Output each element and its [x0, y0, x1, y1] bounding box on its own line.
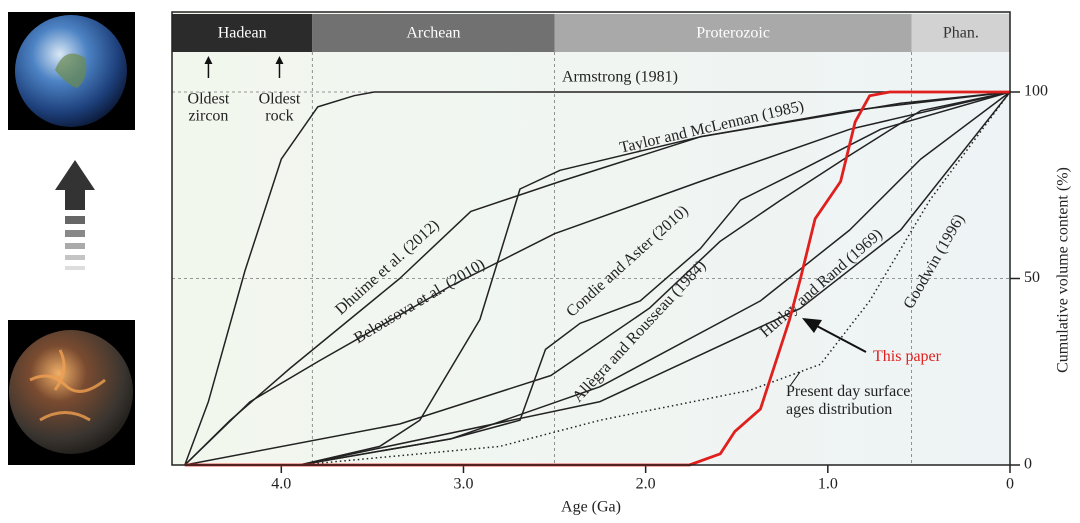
arrow-bar: [65, 255, 85, 260]
arrow-bar: [65, 243, 85, 249]
era-label: Phan.: [943, 25, 979, 42]
up-arrow: [55, 160, 95, 210]
x-axis-label: Age (Ga): [561, 499, 621, 516]
arrow-bar: [65, 230, 85, 237]
era-label: Hadean: [218, 25, 267, 42]
x-tick-label: 0: [1006, 476, 1014, 493]
y-tick-label: 100: [1024, 83, 1048, 100]
chart: Hadean Archean Proterozoic Phan. 0 50 100 4.0 3.…: [0, 0, 1080, 523]
x-tick-label: 1.0: [818, 476, 838, 493]
annotation-text: rock: [265, 108, 293, 125]
annotation-text: Oldest: [259, 91, 301, 108]
page: {"chart_data": { "type": "line", "x_labe…: [0, 0, 1080, 523]
x-tick-label: 4.0: [271, 476, 291, 493]
series-label: Armstrong (1981): [562, 69, 678, 86]
y-axis-label: Cumulative volume content (%): [1055, 167, 1072, 373]
x-tick-label: 3.0: [453, 476, 473, 493]
era-label: Archean: [406, 25, 460, 42]
x-tick-label: 2.0: [636, 476, 656, 493]
this-paper-label: This paper: [873, 348, 941, 366]
annotation-text: Oldest: [188, 91, 230, 108]
arrow-bar: [65, 266, 85, 270]
y-tick-label: 0: [1024, 456, 1032, 473]
present-day-label: Present day surface ages distribution: [786, 383, 936, 419]
annotation-text: zircon: [188, 108, 228, 125]
illustrations: [8, 12, 135, 465]
y-tick-label: 50: [1024, 269, 1040, 286]
lava-globe: [9, 330, 133, 454]
arrow-bar: [65, 216, 85, 224]
era-label: Proterozoic: [696, 25, 770, 42]
